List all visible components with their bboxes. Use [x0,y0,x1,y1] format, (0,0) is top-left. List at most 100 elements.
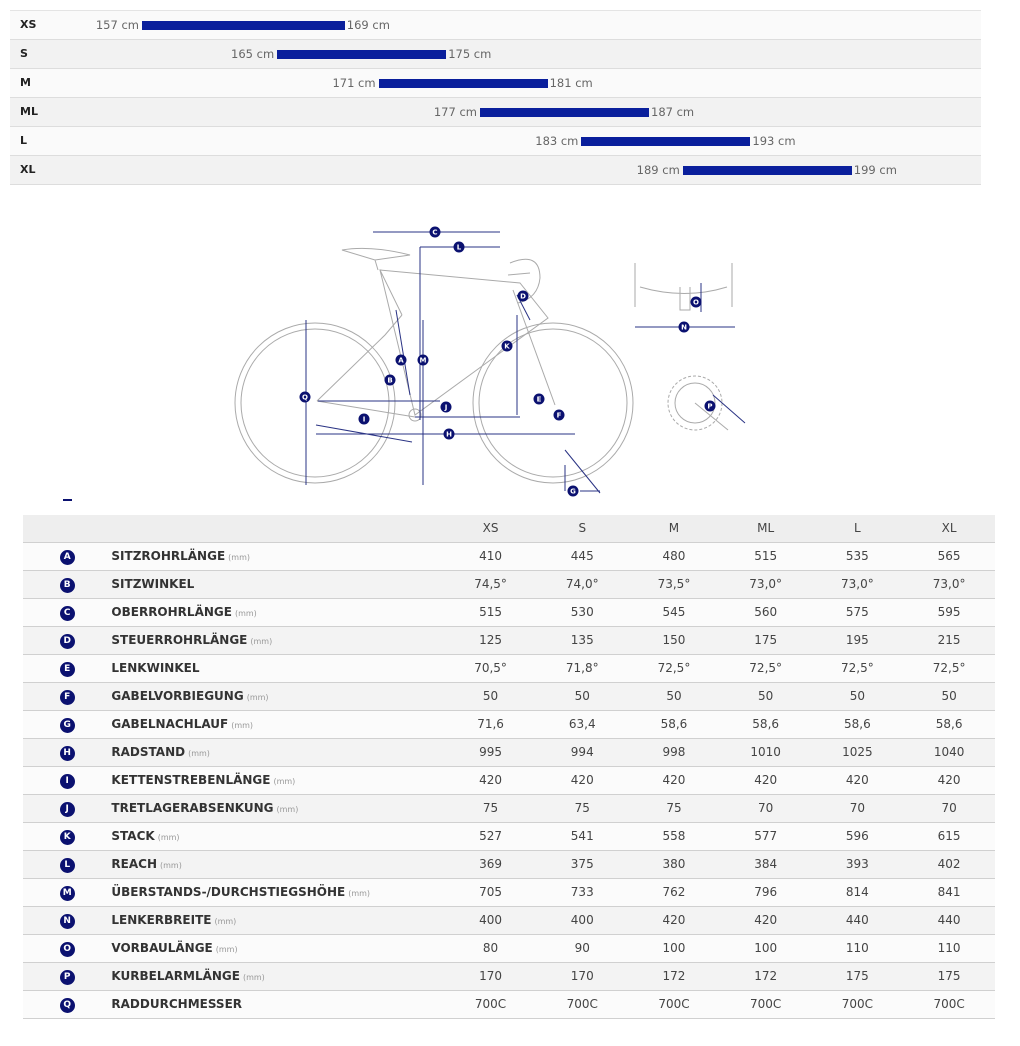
measurement-unit: (mm) [157,833,180,842]
measurement-value: 420 [628,766,720,795]
measurement-value: 71,8° [536,654,629,683]
measurement-value: 63,4 [536,710,629,739]
diagram-marker-i [358,413,370,425]
measurement-value: 125 [444,626,537,655]
measurement-value: 72,5° [903,654,995,683]
measurement-value: 596 [811,822,904,851]
letter-badge: L [59,857,75,873]
letter-badge: C [59,605,75,621]
measurement-value: 369 [444,850,537,879]
measurement-value: 375 [536,850,629,879]
measurement-value: 73,0° [903,570,995,599]
measurement-value: 998 [628,738,720,767]
measurement-value: 700C [444,990,537,1019]
diagram-marker-g [567,485,579,497]
measurement-value: 1025 [811,738,904,767]
min-height: 183 cm [535,134,579,148]
diagram-marker-m [417,354,429,366]
measurement-value: 615 [903,822,995,851]
diagram-marker-label: H [446,431,452,439]
measurement-name: STACK [111,829,155,843]
size-label: S [20,47,28,60]
measurement-value: 74,0° [536,570,629,599]
letter-badge: O [59,941,75,957]
frame [316,269,549,418]
height-range-bar [142,21,345,30]
height-range-bar [277,50,447,59]
min-height: 189 cm [636,163,680,177]
measurement-value: 70 [811,794,904,823]
measurement-unit: (mm) [188,749,210,758]
measurement-value: 560 [719,598,812,627]
measurement-value: 527 [444,822,537,851]
measurement-value: 90 [536,934,629,963]
measurement-value: 440 [811,906,904,935]
max-height: 199 cm [853,163,897,177]
diagram-marker-label: M [420,357,427,365]
measurement-name: STEUERROHRLÄNGE [111,633,248,647]
diagram-marker-label: L [457,244,462,252]
letter-badge: N [59,913,75,929]
height-range-bar [480,108,649,117]
measurement-value: 100 [628,934,720,963]
measurement-value: 75 [444,794,537,823]
letter-badge: A [59,549,75,565]
measurement-unit: (mm) [234,609,257,618]
measurement-value: 420 [719,766,812,795]
diagram-marker-d [517,290,529,302]
measurement-value: 545 [628,598,720,627]
measurement-unit: (mm) [228,553,250,562]
measurement-value: 170 [444,962,537,991]
letter-badge: P [59,969,75,985]
diagram-marker-p [704,400,716,412]
measurement-value: 72,5° [811,654,904,683]
diagram-marker-b [384,374,396,386]
measurement-value: 841 [903,878,995,907]
measurement-value: 1040 [903,738,995,767]
rider-height-row: ML 177 cm 187 cm [10,98,981,127]
measurement-value: 575 [811,598,904,627]
diagram-marker-l [453,241,465,253]
rider-height-chart: XS 157 cm 169 cm S 165 cm 175 cm M 171 cm … [10,10,981,185]
measurement-unit: (mm) [214,917,237,926]
measurement-value: 175 [903,962,995,991]
measurement-value: 110 [903,934,995,963]
measurement-value: 530 [536,598,629,627]
measurement-value: 384 [719,850,812,879]
measurement-value: 1010 [719,738,812,767]
geometry-row: F GABELVORBIEGUNG (mm) 50 50 50 50 50 50 [23,682,995,711]
height-range-bar [378,79,548,88]
measurement-value: 393 [811,850,904,879]
diagram-marker-label: Q [302,394,308,402]
measurement-name: RADSTAND [111,745,186,759]
letter-badge: H [59,745,75,761]
rider-height-row: XS 157 cm 169 cm [10,11,981,40]
diagram-marker-k [501,340,513,352]
measurement-name: LENKERBREITE [111,913,212,927]
height-range-bar [581,137,751,146]
measurement-value: 515 [444,598,537,627]
measurement-value: 72,5° [628,654,720,683]
size-label: M [20,76,31,89]
geometry-row: P KURBELARMLÄNGE (mm) 170 170 172 172 175 175 [23,962,995,991]
geometry-row: O VORBAULÄNGE (mm) 80 90 100 100 110 110 [23,934,995,963]
rider-height-row: L 183 cm 193 cm [10,127,981,156]
measurement-unit: (mm) [231,721,254,730]
measurement-name: KETTENSTREBENLÄNGE [111,773,271,787]
measurement-value: 172 [628,962,720,991]
geometry-row: E LENKWINKEL 70,5° 71,8° 72,5° 72,5° 72,5° 72,… [23,654,995,683]
letter-badge: G [59,717,75,733]
min-height: 165 cm [231,47,275,61]
measurement-name: LENKWINKEL [111,661,200,675]
measurement-value: 535 [811,542,904,571]
diagram-marker-label: G [570,488,576,496]
measurement-value: 58,6 [719,710,812,739]
measurement-value: 73,5° [628,570,720,599]
measurement-value: 402 [903,850,995,879]
rear-wheel [234,322,396,484]
letter-badge: M [59,885,75,901]
geometry-row: C OBERROHRLÄNGE (mm) 515 530 545 560 575 595 [23,598,995,627]
measurement-name: KURBELARMLÄNGE [111,969,240,983]
measurement-value: 135 [536,626,629,655]
max-height: 187 cm [651,105,695,119]
